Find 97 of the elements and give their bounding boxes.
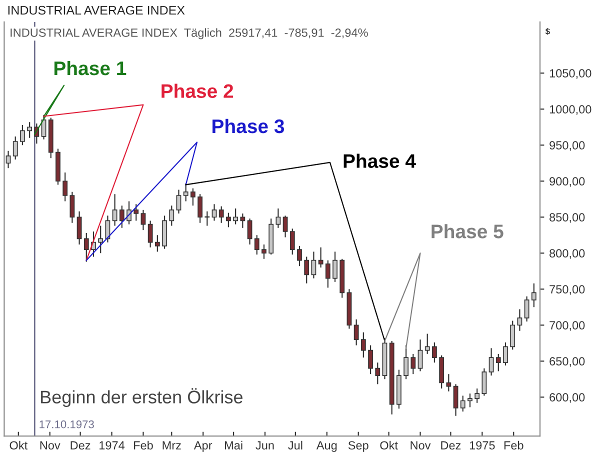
annotation: Phase 1 xyxy=(54,60,126,76)
annotation: Phase 2 xyxy=(162,84,234,98)
x-tick-label: Jun xyxy=(256,441,274,450)
candlestick xyxy=(6,150,11,169)
candlestick xyxy=(524,296,530,322)
candlestick xyxy=(282,215,288,238)
candlestick xyxy=(332,251,338,282)
y-tick-label: 1050,00 xyxy=(550,69,592,79)
candlestick xyxy=(226,212,231,228)
candlestick xyxy=(247,218,252,246)
candlestick xyxy=(12,136,18,160)
y-tick-label: 800,00 xyxy=(550,249,585,259)
x-tick-label: Nov xyxy=(40,441,60,450)
candlestick xyxy=(510,320,516,350)
y-axis-title: $ xyxy=(545,28,550,35)
candlestick xyxy=(503,342,508,366)
candlestick xyxy=(325,260,330,288)
x-tick-label: Mai xyxy=(224,440,242,450)
candlestick xyxy=(453,384,458,416)
candlestick xyxy=(27,122,32,138)
candlestick xyxy=(240,212,246,228)
y-tick-label: 600,00 xyxy=(550,393,585,403)
candlestick xyxy=(119,205,124,228)
candlestick xyxy=(531,282,536,308)
x-tick-label: 1974 xyxy=(100,441,125,450)
candlestick xyxy=(368,344,373,375)
y-tick-label: 850,00 xyxy=(550,213,585,223)
x-tick-label: Okt xyxy=(380,440,398,450)
x-tick-label: Aug xyxy=(316,441,337,452)
y-tick-label: 700,00 xyxy=(550,321,585,331)
x-tick-label: Okt xyxy=(10,440,28,450)
x-tick-label: Feb xyxy=(134,440,153,450)
annotation: Phase 3 xyxy=(212,118,284,134)
candlestick xyxy=(84,232,89,262)
x-tick-label: Mrz xyxy=(162,441,181,450)
x-tick-label: 1975 xyxy=(470,441,495,450)
candlestick xyxy=(20,124,25,146)
candlestick xyxy=(76,210,82,246)
candlestick xyxy=(134,204,139,222)
annotation: Phase 4 xyxy=(344,154,416,168)
candlestick xyxy=(148,220,153,248)
candlestick xyxy=(233,208,238,225)
x-tick-label: Nov xyxy=(410,441,431,450)
x-tick-label: Jul xyxy=(288,440,302,450)
candlestick xyxy=(468,392,472,408)
candlestick xyxy=(169,205,174,226)
chart-title: INDUSTRIAL AVERAGE INDEX xyxy=(8,6,185,15)
candlestick xyxy=(190,188,196,206)
candlestick xyxy=(410,353,416,375)
candlestick xyxy=(70,191,75,224)
candlestick xyxy=(276,208,281,228)
x-tick-label: Apr xyxy=(194,441,212,452)
y-tick-label: 750,00 xyxy=(550,285,585,295)
candlestick xyxy=(318,246,324,268)
y-tick-label: 1000,00 xyxy=(550,105,592,115)
chart-subtitle: INDUSTRIAL AVERAGE INDEX Täglich 25917,41 -785,91 -2,94% xyxy=(10,28,368,40)
candlestick xyxy=(488,348,494,376)
candlestick xyxy=(460,395,466,412)
candlestick xyxy=(304,256,310,284)
candlestick xyxy=(432,342,437,364)
candlestick xyxy=(290,228,295,256)
candlestick xyxy=(424,333,430,354)
candlestick xyxy=(198,194,202,224)
x-tick-label: Feb xyxy=(504,440,524,450)
x-tick-label: Dez xyxy=(70,441,90,450)
annotation: Beginn der ersten Ölkrise xyxy=(41,388,242,408)
candlestick xyxy=(360,332,366,358)
candlestick xyxy=(218,206,224,224)
candlestick xyxy=(98,225,104,254)
y-tick-label: 900,00 xyxy=(550,177,585,187)
candlestick xyxy=(354,318,359,346)
candlestick xyxy=(183,182,188,202)
candlestick xyxy=(154,234,160,252)
x-tick-label: Sep xyxy=(348,441,368,452)
candlestick xyxy=(262,244,266,260)
candlestick xyxy=(474,388,480,404)
x-tick-label: Dez xyxy=(441,441,461,450)
candlestick xyxy=(176,189,182,214)
candlestick xyxy=(375,362,380,385)
y-tick-label: 950,00 xyxy=(550,141,585,151)
candlestick xyxy=(311,251,316,279)
candlestick xyxy=(212,204,217,222)
candlestick xyxy=(482,368,487,396)
candlestick xyxy=(140,209,146,231)
candlestick xyxy=(62,172,68,202)
candlestick xyxy=(254,234,260,256)
y-tick-label: 650,00 xyxy=(550,357,585,367)
candlestick xyxy=(404,344,408,380)
candlestick xyxy=(446,374,452,392)
candlestick xyxy=(517,308,522,332)
candlestick xyxy=(204,210,210,226)
candlestick xyxy=(112,194,118,226)
candlestick xyxy=(418,338,423,372)
ref-line-label: 17.10.1973 xyxy=(40,420,94,428)
candlestick xyxy=(297,245,302,267)
candlestick xyxy=(496,353,501,372)
annotation: Phase 5 xyxy=(432,224,504,238)
